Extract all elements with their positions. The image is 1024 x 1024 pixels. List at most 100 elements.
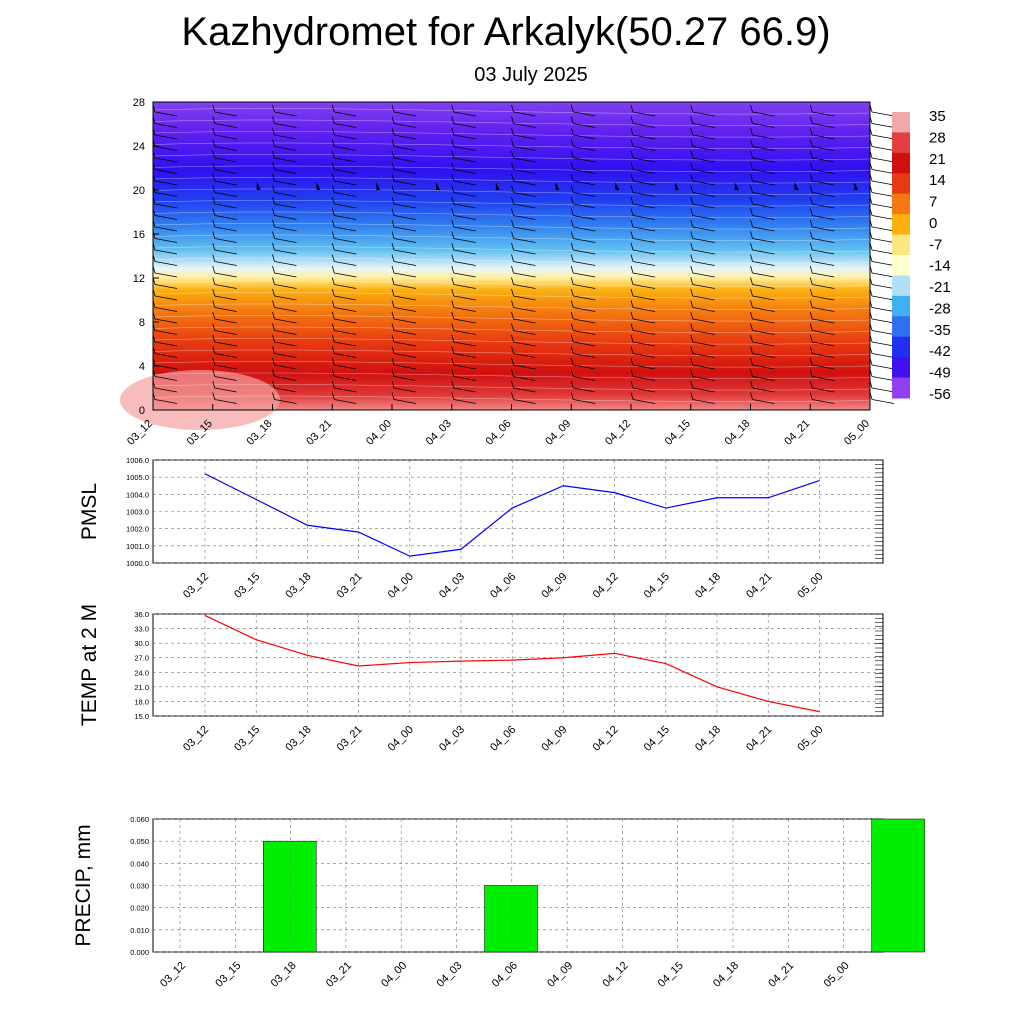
wind-barb-flag <box>630 116 634 124</box>
wind-barb-flag <box>630 162 634 170</box>
precip-y-tick-label: 0.030 <box>130 882 149 891</box>
wind-barb <box>632 318 656 324</box>
wind-barb <box>513 157 536 163</box>
colorbar-swatch <box>892 377 910 399</box>
wind-barb <box>393 261 417 266</box>
contour-line <box>152 142 871 149</box>
wind-barb-flag <box>391 254 395 262</box>
colorbar-swatch <box>892 173 910 195</box>
pmsl-x-tick-label: 03_15 <box>232 571 262 601</box>
wind-barb-flag <box>570 242 574 251</box>
wind-barb-flag <box>809 127 813 136</box>
wind-barb <box>812 226 835 232</box>
wind-barb-flag <box>750 380 753 389</box>
wind-barb-flag <box>331 196 335 205</box>
x-tick-label: 04_15 <box>663 418 693 448</box>
wind-barb-flag <box>511 323 514 331</box>
wind-barb <box>154 238 178 243</box>
wind-barb <box>812 123 835 128</box>
wind-barb <box>214 376 237 381</box>
wind-barb-flag <box>570 116 574 124</box>
wind-barb <box>573 238 596 243</box>
wind-barb-flag <box>690 150 694 159</box>
wind-barb <box>334 226 357 232</box>
wind-barb-flag <box>212 208 216 216</box>
wind-barb <box>573 330 596 335</box>
wind-barb-flag <box>570 300 574 308</box>
colorbar-label: 21 <box>929 151 946 168</box>
wind-barb-flag <box>212 392 216 400</box>
wind-barb-flag <box>630 231 634 239</box>
wind-barb-flag <box>331 288 335 297</box>
wind-barb-flag <box>809 346 813 354</box>
wind-barb <box>154 399 178 404</box>
wind-barb <box>871 146 895 151</box>
precip-bar <box>263 840 317 953</box>
wind-barb-flag <box>630 150 634 159</box>
wind-barb-flag <box>451 323 455 331</box>
wind-barb-flag <box>331 380 335 389</box>
wind-barb <box>154 180 178 186</box>
wind-barb <box>812 330 835 335</box>
wind-barb <box>513 226 536 232</box>
wind-barb-flag <box>809 392 813 400</box>
wind-barb-flag <box>331 277 335 285</box>
wind-barb <box>871 249 895 255</box>
wind-barb <box>334 157 357 163</box>
wind-barb <box>513 203 536 209</box>
wind-barb-flag <box>272 173 275 182</box>
wind-barb-flag <box>451 277 455 285</box>
wind-barb-flag <box>511 392 514 400</box>
wind-barb-flag <box>809 300 813 308</box>
wind-barb <box>871 134 895 140</box>
wind-barb-flag <box>750 231 753 239</box>
wind-barb-flag <box>272 116 275 124</box>
wind-barb <box>692 123 715 128</box>
contour-line <box>152 349 871 356</box>
wind-barb-flag <box>391 162 395 170</box>
wind-barb <box>274 353 297 358</box>
wind-barb-flag <box>630 277 634 285</box>
wind-barb-flag <box>451 127 455 136</box>
wind-barb-flag <box>809 323 813 331</box>
wind-barb-flag <box>570 346 574 354</box>
wind-barb <box>632 330 656 335</box>
wind-barb-flag <box>331 173 335 182</box>
wind-barb-flag <box>570 185 574 193</box>
wind-barb <box>154 169 178 174</box>
wind-barb-flag <box>690 242 694 251</box>
contour-line <box>152 326 871 333</box>
wind-barb <box>632 123 656 128</box>
wind-barb <box>453 284 476 289</box>
wind-barb-flag <box>272 162 275 170</box>
wind-barb-flag <box>391 219 395 228</box>
wind-barb-flag <box>750 173 753 182</box>
wind-barb-flag <box>570 208 574 216</box>
precip-y-tick-label: 0.040 <box>130 859 149 868</box>
wind-barb <box>812 180 835 186</box>
wind-barb-flag <box>331 208 335 216</box>
temp-y-tick-label: 30.0 <box>134 639 149 648</box>
wind-barb <box>632 180 656 186</box>
wind-barb <box>513 261 536 266</box>
contour-line <box>152 315 871 322</box>
wind-barb <box>274 215 297 220</box>
wind-barb <box>752 169 775 174</box>
wind-barb <box>513 123 536 128</box>
wind-barb <box>752 249 775 255</box>
contour-line <box>152 200 871 207</box>
wind-barb-flag <box>331 311 335 320</box>
wind-barb <box>692 318 715 324</box>
wind-barb-flag <box>809 380 813 389</box>
wind-barb <box>752 272 775 278</box>
pmsl-ylabel: PMSL <box>78 483 101 540</box>
wind-barb-flag <box>391 323 395 331</box>
wind-barb-flag <box>451 162 455 170</box>
wind-barb-flag <box>391 380 395 389</box>
wind-barb <box>752 318 775 324</box>
contour-line <box>152 131 871 138</box>
precip-x-tick-label: 04_09 <box>545 960 575 990</box>
pmsl-x-tick-label: 04_09 <box>539 571 569 601</box>
wind-barb-flag <box>690 311 694 320</box>
wind-barb <box>393 238 417 243</box>
